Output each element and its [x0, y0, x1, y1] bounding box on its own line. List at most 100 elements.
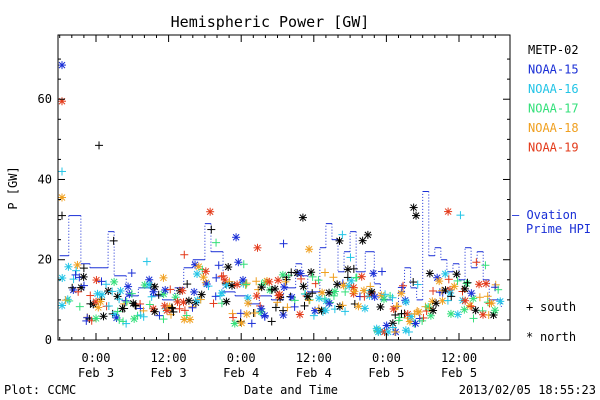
south-marker — [341, 287, 350, 296]
north-marker — [347, 276, 356, 285]
north-marker — [257, 304, 266, 313]
south-marker — [308, 272, 317, 281]
north-marker — [412, 211, 421, 220]
north-marker — [116, 286, 125, 295]
north-marker — [73, 260, 82, 269]
north-marker — [260, 311, 269, 320]
south-marker — [139, 312, 148, 321]
north-marker — [325, 288, 334, 297]
north-marker — [58, 274, 67, 283]
south-marker — [472, 258, 481, 267]
south-marker — [115, 315, 124, 324]
north-marker — [233, 280, 242, 289]
south-marker — [279, 306, 288, 315]
north-marker — [206, 207, 215, 216]
legend-marker-symbol: * — [526, 330, 533, 344]
south-marker — [155, 311, 164, 320]
north-marker — [446, 309, 455, 318]
legend-entry: NOAA-16 — [528, 82, 579, 96]
north-marker — [242, 310, 251, 319]
south-marker — [309, 311, 318, 320]
y-tick-label: 60 — [38, 92, 52, 106]
north-marker — [409, 203, 418, 212]
north-marker — [425, 269, 434, 278]
north-marker — [161, 285, 170, 294]
south-marker — [104, 301, 113, 310]
south-marker — [75, 302, 84, 311]
south-marker — [61, 296, 70, 305]
south-marker — [281, 277, 290, 286]
legend-marker-label: north — [540, 330, 576, 344]
south-marker — [109, 236, 118, 245]
south-marker — [68, 283, 77, 292]
north-marker — [222, 297, 231, 306]
south-marker — [444, 275, 453, 284]
x-tick-time: 12:00 — [296, 351, 332, 365]
south-marker — [198, 265, 207, 274]
legend-entry: NOAA-19 — [528, 141, 579, 155]
north-marker — [339, 281, 348, 290]
south-marker — [122, 319, 131, 328]
south-marker — [122, 298, 131, 307]
north-marker — [265, 277, 274, 286]
north-marker — [150, 282, 159, 291]
south-marker — [308, 289, 317, 298]
legend-entry: NOAA-15 — [528, 63, 579, 77]
north-marker — [271, 284, 280, 293]
south-marker — [463, 278, 472, 287]
north-marker — [376, 327, 385, 336]
south-marker — [267, 317, 276, 326]
south-marker — [314, 276, 323, 285]
south-marker — [475, 293, 484, 302]
north-marker — [370, 292, 379, 301]
south-marker — [217, 272, 226, 281]
north-marker — [274, 291, 283, 300]
south-marker — [271, 303, 280, 312]
x-tick-date: Feb 5 — [368, 366, 404, 380]
north-marker — [237, 319, 246, 328]
north-marker — [433, 273, 442, 282]
y-tick-label: 20 — [38, 253, 52, 267]
north-marker — [228, 281, 237, 290]
south-marker — [391, 310, 400, 319]
north-marker — [98, 290, 107, 299]
north-marker — [217, 289, 226, 298]
x-tick-date: Feb 4 — [223, 366, 259, 380]
north-marker — [444, 207, 453, 216]
south-marker — [79, 264, 88, 273]
south-marker — [397, 283, 406, 292]
south-marker — [154, 290, 163, 299]
south-marker — [404, 327, 413, 336]
south-marker — [131, 301, 140, 310]
plot-credit: Plot: CCMC — [4, 383, 76, 397]
north-marker — [58, 193, 66, 202]
south-marker — [58, 211, 66, 220]
south-marker — [169, 307, 178, 316]
y-axis: 0 20 40 60 — [38, 58, 510, 347]
legend: METP-02 NOAA-15 NOAA-16 NOAA-17 NOAA-18 NOAA-… — [512, 43, 591, 344]
north-marker — [150, 307, 159, 316]
north-marker — [307, 268, 316, 277]
south-marker — [481, 261, 490, 270]
north-marker — [379, 295, 388, 304]
south-marker — [86, 291, 95, 300]
south-marker — [366, 282, 375, 291]
north-marker — [466, 301, 475, 310]
north-marker — [467, 289, 476, 298]
south-marker — [211, 292, 220, 301]
north-marker — [193, 269, 202, 278]
north-marker — [333, 280, 342, 289]
north-marker — [318, 288, 327, 297]
north-marker — [450, 282, 459, 291]
north-marker — [414, 308, 423, 317]
north-marker — [99, 312, 108, 321]
south-marker — [79, 281, 88, 290]
north-marker — [441, 269, 450, 278]
south-marker — [127, 269, 136, 278]
north-marker — [58, 97, 66, 106]
south-marker — [183, 280, 192, 289]
north-marker — [360, 304, 369, 313]
north-marker — [149, 287, 158, 296]
north-marker — [92, 314, 101, 323]
south-marker — [142, 257, 151, 266]
